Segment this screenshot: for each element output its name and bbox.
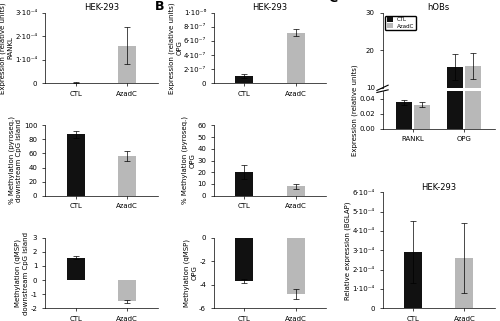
Bar xyxy=(236,76,254,83)
Bar xyxy=(118,46,136,83)
Bar xyxy=(118,280,136,301)
Bar xyxy=(66,134,84,196)
Bar xyxy=(414,105,430,129)
Title: HEK-293: HEK-293 xyxy=(421,183,456,192)
Bar xyxy=(456,258,473,308)
Text: B: B xyxy=(155,0,165,13)
Y-axis label: Methylation (qMSP)
OPG: Methylation (qMSP) OPG xyxy=(184,239,198,307)
Y-axis label: % Methylation (pyroseq.)
OPG: % Methylation (pyroseq.) OPG xyxy=(182,117,196,204)
Y-axis label: Expression (relative units)
RANKL: Expression (relative units) RANKL xyxy=(0,2,14,94)
Title: HEK-293: HEK-293 xyxy=(84,3,119,12)
Bar xyxy=(448,67,464,125)
Bar xyxy=(286,186,304,196)
Y-axis label: % Methylation (pyroseq.)
downstream CpG island: % Methylation (pyroseq.) downstream CpG … xyxy=(8,117,22,204)
Bar xyxy=(448,0,464,129)
Bar xyxy=(236,172,254,196)
Legend: CTL, AzadC: CTL, AzadC xyxy=(386,16,416,30)
Bar xyxy=(286,238,304,294)
Title: hOBs: hOBs xyxy=(428,3,450,12)
Y-axis label: Expression (relative units)
OPG: Expression (relative units) OPG xyxy=(168,2,182,94)
Bar xyxy=(118,156,136,196)
Bar xyxy=(465,66,481,125)
Title: HEK-293: HEK-293 xyxy=(252,3,288,12)
Y-axis label: Methylation (qMSP)
downstream CpG island: Methylation (qMSP) downstream CpG island xyxy=(15,231,29,315)
Bar xyxy=(404,252,422,308)
Text: C: C xyxy=(328,0,338,5)
Y-axis label: Expression (relative units): Expression (relative units) xyxy=(351,64,358,156)
Bar xyxy=(236,238,254,281)
Bar xyxy=(465,0,481,129)
Bar xyxy=(66,257,84,280)
Y-axis label: Relative expression (BGLAP): Relative expression (BGLAP) xyxy=(344,201,351,299)
Bar xyxy=(396,102,412,129)
Bar xyxy=(286,32,304,83)
